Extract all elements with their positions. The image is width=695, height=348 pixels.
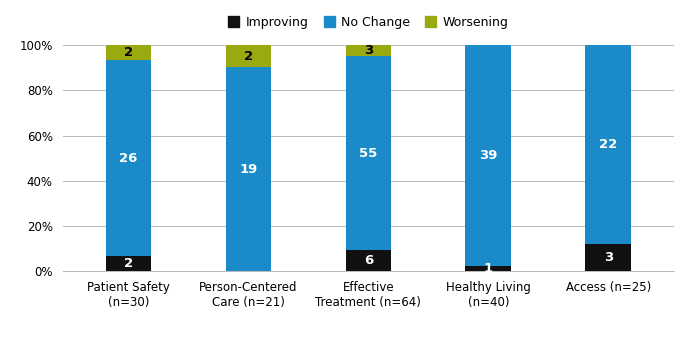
Text: 6: 6 (363, 254, 373, 267)
Text: 22: 22 (599, 138, 617, 151)
Bar (106, 60, 152, 256)
Text: 3: 3 (363, 44, 373, 57)
Text: 19: 19 (239, 163, 258, 176)
Text: 1: 1 (484, 262, 493, 275)
Text: 55: 55 (359, 147, 377, 159)
Text: 26: 26 (120, 152, 138, 165)
Text: 3: 3 (603, 251, 613, 264)
Bar (226, 45, 271, 67)
Text: 2: 2 (124, 46, 133, 59)
Bar (466, 266, 511, 271)
Bar (345, 250, 391, 271)
Bar (345, 45, 391, 56)
Bar (226, 67, 271, 271)
Text: 2: 2 (124, 258, 133, 270)
Text: 2: 2 (244, 49, 253, 63)
Bar (106, 256, 152, 271)
Bar (585, 45, 631, 244)
Bar (585, 244, 631, 271)
Bar (345, 56, 391, 250)
Text: 39: 39 (479, 149, 498, 162)
Bar (466, 45, 511, 266)
Legend: Improving, No Change, Worsening: Improving, No Change, Worsening (223, 11, 514, 34)
Bar (106, 45, 152, 60)
